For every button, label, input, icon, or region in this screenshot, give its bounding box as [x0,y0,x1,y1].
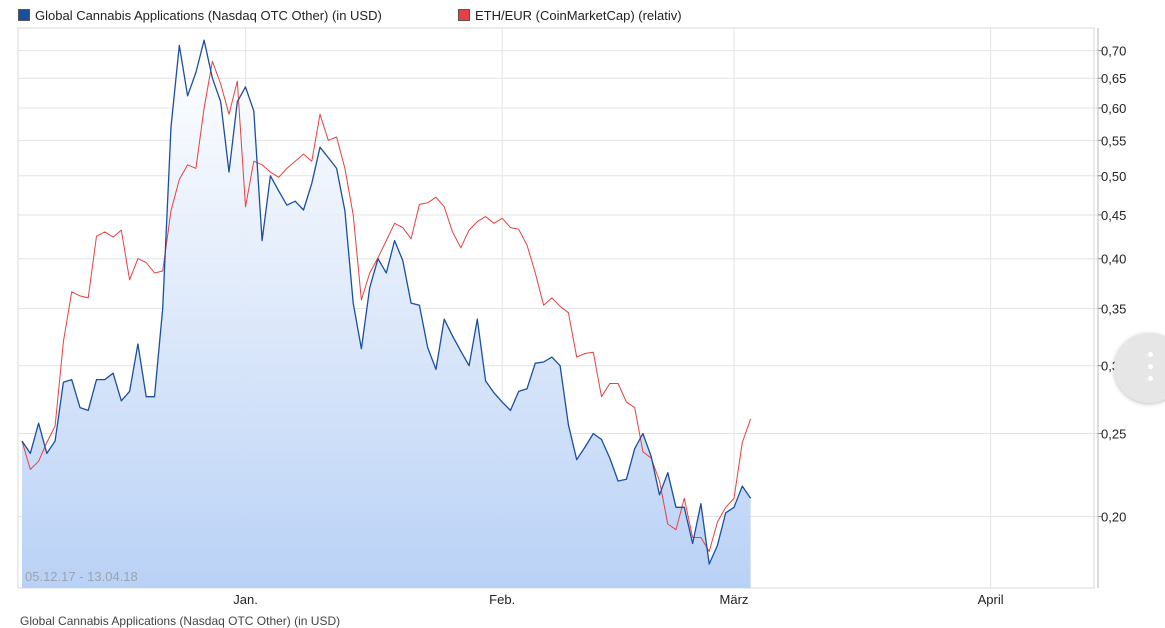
legend-label-eth: ETH/EUR (CoinMarketCap) (relativ) [475,8,682,23]
legend-item-gca[interactable]: Global Cannabis Applications (Nasdaq OTC… [18,8,382,23]
y-axis: 0,200,250,300,350,400,450,500,550,600,65… [1097,28,1126,588]
x-tick-label: Feb. [489,592,515,607]
y-tick-label: 0,65 [1101,71,1126,86]
legend-swatch-eth [458,9,470,21]
y-tick-label: 0,20 [1101,509,1126,524]
plot-area [21,39,752,588]
y-tick-label: 0,45 [1101,208,1126,223]
x-tick-label: Jan. [233,592,258,607]
x-tick-label: April [978,592,1004,607]
series-line-1 [21,60,752,552]
y-tick-label: 0,55 [1101,133,1126,148]
y-tick-label: 0,60 [1101,101,1126,116]
series-area-0 [22,40,751,588]
x-axis: Jan. Feb. März April [233,592,1004,607]
legend-item-eth[interactable]: ETH/EUR (CoinMarketCap) (relativ) [458,8,682,23]
x-tick-label: März [720,592,749,607]
y-tick-label: 0,50 [1101,169,1126,184]
y-tick-label: 0,25 [1101,427,1126,442]
chart-legend: Global Cannabis Applications (Nasdaq OTC… [0,0,1100,30]
bottom-legend-label: Global Cannabis Applications (Nasdaq OTC… [20,614,341,628]
y-tick-label: 0,35 [1101,301,1126,316]
y-tick-label: 0,40 [1101,252,1126,267]
date-range-label: 05.12.17 - 13.04.18 [25,569,138,584]
series-line-0 [21,39,752,565]
legend-label-gca: Global Cannabis Applications (Nasdaq OTC… [35,8,382,23]
more-options-button[interactable] [1114,333,1165,403]
legend-swatch-gca [18,9,30,21]
y-tick-label: 0,70 [1101,44,1126,59]
